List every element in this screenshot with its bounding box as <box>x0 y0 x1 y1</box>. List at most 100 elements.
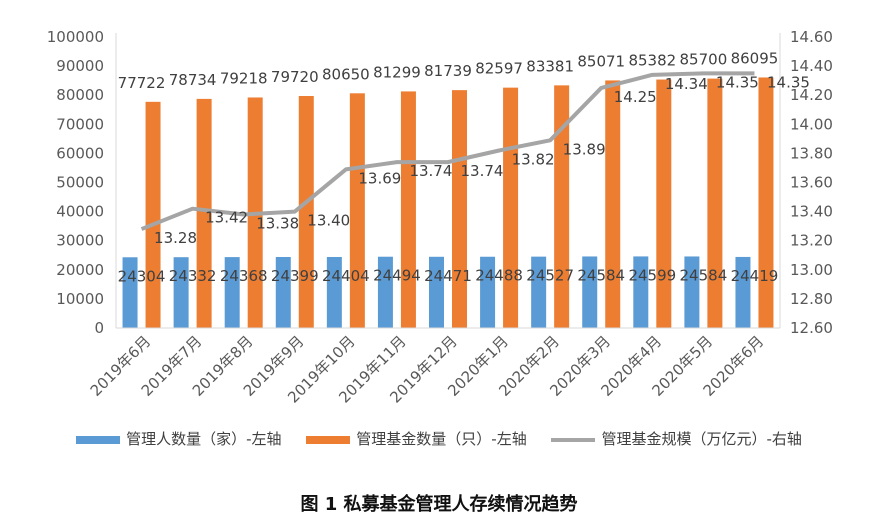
left-tick-label: 90000 <box>56 57 104 75</box>
data-label-managers: 24488 <box>475 267 523 285</box>
line-scale <box>140 71 755 231</box>
data-label-scale: 13.82 <box>512 150 555 168</box>
right-tick-label: 12.80 <box>790 290 833 308</box>
bar-managers <box>173 257 189 328</box>
line-series <box>140 71 755 231</box>
data-label-scale: 13.74 <box>461 162 504 180</box>
x-axis: 2019年6月2019年7月2019年8月2019年9月2019年10月2019… <box>87 327 780 407</box>
left-tick-label: 50000 <box>56 174 104 192</box>
bar-funds <box>554 85 570 328</box>
right-tick-label: 14.20 <box>790 86 833 104</box>
data-label-scale: 13.28 <box>154 229 197 247</box>
legend: 管理人数量（家）-左轴 管理基金数量（只）-左轴 管理基金规模（万亿元）-右轴 <box>0 428 878 449</box>
bar-managers <box>480 256 496 328</box>
left-tick-label: 10000 <box>56 290 104 308</box>
data-label-funds: 78734 <box>169 71 217 89</box>
right-tick-label: 13.00 <box>790 261 833 279</box>
left-tick-label: 60000 <box>56 144 104 162</box>
data-label-managers: 24368 <box>220 267 268 285</box>
bar-managers <box>531 256 547 328</box>
data-label-funds: 85071 <box>577 52 625 70</box>
data-label-scale: 13.38 <box>256 215 299 233</box>
bar-funds <box>605 80 621 328</box>
data-label-funds: 80650 <box>322 65 370 83</box>
right-tick-label: 13.60 <box>790 174 833 192</box>
right-tick-label: 13.20 <box>790 232 833 250</box>
data-label-funds: 86095 <box>731 49 779 67</box>
data-label-scale: 14.25 <box>614 88 657 106</box>
data-label-funds: 81739 <box>424 62 472 80</box>
data-label-funds: 77722 <box>118 74 166 92</box>
data-label-funds: 83381 <box>526 57 574 75</box>
left-tick-label: 40000 <box>56 203 104 221</box>
right-tick-label: 12.60 <box>790 319 833 337</box>
data-label-scale: 13.42 <box>205 209 248 227</box>
bar-managers <box>633 256 649 328</box>
bar-funds <box>298 96 314 328</box>
data-label-managers: 24599 <box>628 266 676 284</box>
data-label-scale: 13.69 <box>358 169 401 187</box>
bar-managers <box>582 256 598 328</box>
left-tick-label: 70000 <box>56 115 104 133</box>
bar-funds <box>400 91 416 328</box>
data-label-funds: 82597 <box>475 60 523 78</box>
legend-item-managers: 管理人数量（家）-左轴 <box>76 428 282 449</box>
right-tick-label: 13.40 <box>790 203 833 221</box>
bar-managers <box>326 256 342 328</box>
data-label-scale: 14.34 <box>665 75 708 93</box>
data-label-managers: 24527 <box>526 267 574 285</box>
bar-managers <box>684 256 700 328</box>
right-tick-label: 14.00 <box>790 115 833 133</box>
data-label-managers: 24584 <box>577 266 625 284</box>
right-tick-label: 13.80 <box>790 144 833 162</box>
data-label-funds: 85700 <box>680 51 728 69</box>
chart-title: 图 1 私募基金管理人存续情况趋势 <box>300 494 578 515</box>
left-tick-label: 30000 <box>56 232 104 250</box>
data-label-managers: 24584 <box>680 266 728 284</box>
data-label-managers: 24404 <box>322 267 370 285</box>
data-label-scale: 13.89 <box>563 140 606 158</box>
legend-swatch-managers <box>76 435 121 444</box>
data-labels: 24304 77722 24332 78734 24368 79218 24399 79720… <box>118 49 810 285</box>
bar-funds <box>656 79 672 328</box>
bar-managers <box>275 256 291 328</box>
data-label-managers: 24332 <box>169 267 217 285</box>
data-label-managers: 24399 <box>271 267 319 285</box>
data-label-managers: 24494 <box>373 267 421 285</box>
data-label-scale: 13.74 <box>409 162 452 180</box>
data-label-scale: 14.35 <box>767 73 810 91</box>
bar-managers <box>224 257 240 328</box>
data-label-funds: 81299 <box>373 63 421 81</box>
legend-swatch-funds <box>306 435 351 444</box>
bar-funds <box>196 98 212 328</box>
data-label-managers: 24471 <box>424 267 472 285</box>
bar-funds <box>452 90 467 328</box>
bar-managers <box>122 257 138 328</box>
left-tick-label: 80000 <box>56 86 104 104</box>
right-tick-label: 14.40 <box>790 57 833 75</box>
left-tick-label: 20000 <box>56 261 104 279</box>
bar-managers <box>377 256 393 328</box>
legend-item-scale: 管理基金规模（万亿元）-右轴 <box>551 428 802 449</box>
data-label-funds: 79218 <box>220 69 268 87</box>
legend-swatch-scale <box>551 437 596 442</box>
legend-label-funds: 管理基金数量（只）-左轴 <box>356 430 527 448</box>
data-label-scale: 13.40 <box>307 212 350 230</box>
bar-funds <box>349 93 365 328</box>
legend-item-funds: 管理基金数量（只）-左轴 <box>306 428 527 449</box>
bar-managers <box>735 256 751 328</box>
data-label-managers: 24419 <box>731 267 779 285</box>
legend-label-managers: 管理人数量（家）-左轴 <box>126 430 282 448</box>
left-tick-label: 100000 <box>47 28 104 46</box>
bars <box>122 77 774 328</box>
data-label-funds: 79720 <box>271 68 319 86</box>
bar-funds <box>503 87 519 328</box>
legend-label-scale: 管理基金规模（万亿元）-右轴 <box>601 430 802 448</box>
bar-funds <box>758 77 774 328</box>
right-axis: 12.60 12.80 13.00 13.20 13.40 13.60 13.80 14.00… <box>779 28 833 337</box>
data-label-scale: 14.35 <box>716 73 759 91</box>
left-axis: 0 10000 20000 30000 40000 50000 60000 70000 8000… <box>47 28 117 337</box>
right-tick-label: 14.60 <box>790 28 833 46</box>
data-label-funds: 85382 <box>628 52 676 70</box>
left-tick-label: 0 <box>94 319 104 337</box>
